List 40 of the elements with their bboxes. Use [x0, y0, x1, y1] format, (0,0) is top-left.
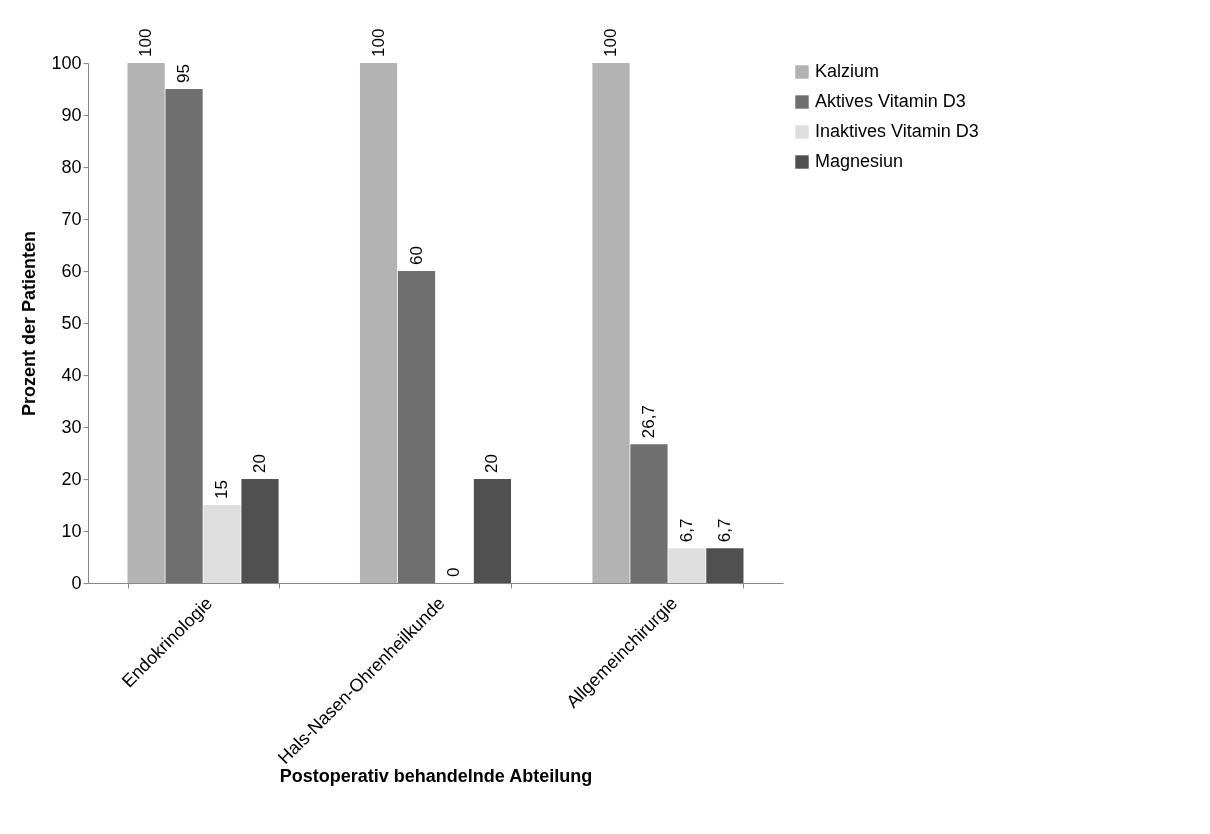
y-tick-label: 0 [71, 572, 82, 593]
bar [630, 444, 668, 583]
bar [241, 479, 279, 583]
y-tick-label: 100 [51, 52, 82, 73]
y-tick-label: 10 [61, 520, 82, 541]
bar [397, 271, 436, 583]
data-label: 26,7 [638, 405, 658, 439]
data-label: 20 [250, 454, 269, 473]
bar [165, 89, 203, 583]
y-tick-label: 70 [61, 208, 82, 229]
data-label: 20 [482, 454, 502, 473]
legend-label: Inaktives Vitamin D3 [815, 121, 979, 141]
y-tick-label: 30 [61, 416, 82, 437]
data-label: 100 [601, 28, 620, 57]
data-label: 100 [136, 28, 156, 57]
data-label: 6,7 [714, 518, 734, 543]
bar [127, 63, 165, 583]
y-tick-label: 60 [61, 260, 82, 281]
y-tick-label: 50 [61, 312, 82, 333]
y-axis-title: Prozent der Patienten [19, 230, 40, 417]
legend-label: Magnesiun [815, 151, 904, 171]
legend-label: Kalzium [815, 61, 880, 81]
y-tick-label: 20 [61, 468, 82, 489]
bar [668, 548, 706, 583]
legend-label: Aktives Vitamin D3 [815, 91, 966, 111]
y-tick-label: 80 [61, 156, 82, 177]
y-tick-label: 40 [61, 364, 82, 385]
data-label: 60 [406, 246, 426, 265]
data-label: 0 [444, 567, 464, 577]
bar [706, 548, 744, 583]
data-label: 6,7 [676, 518, 696, 543]
data-label: 95 [174, 64, 194, 83]
data-label: 100 [368, 28, 388, 57]
y-tick-label: 90 [61, 104, 82, 125]
bar [359, 63, 398, 583]
bar [203, 505, 241, 583]
bar [592, 63, 630, 583]
data-label: 15 [212, 480, 232, 499]
x-axis-title: Postoperativ behandelnde Abteilung [279, 765, 593, 786]
bar [473, 479, 512, 583]
